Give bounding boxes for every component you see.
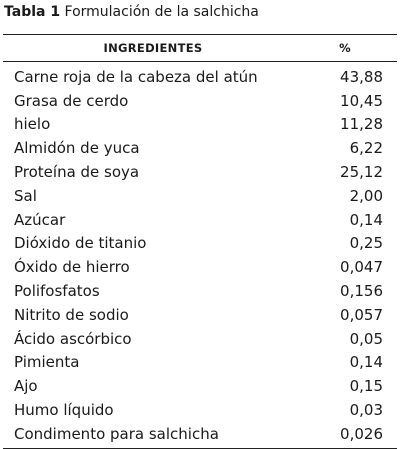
ingredient-cell: Sal	[14, 186, 37, 205]
percent-cell: 0,14	[349, 210, 383, 229]
formulation-table: INGREDIENTES % Carne roja de la cabeza d…	[3, 34, 397, 449]
ingredient-cell: Carne roja de la cabeza del atún	[14, 67, 258, 86]
table-caption-label: Tabla 1	[4, 4, 61, 20]
table-row: Óxido de hierro 0,047	[3, 255, 397, 279]
percent-cell: 0,156	[340, 282, 383, 301]
table-header-row: INGREDIENTES %	[3, 35, 397, 62]
percent-cell: 0,026	[340, 424, 383, 443]
table-row: Dióxido de titanio 0,25	[3, 232, 397, 256]
percent-cell: 6,22	[349, 139, 383, 158]
table-row: Ácido ascórbico 0,05	[3, 327, 397, 351]
table-row: Azúcar 0,14	[3, 208, 397, 232]
table-body: Carne roja de la cabeza del atún 43,88 Gra…	[3, 62, 397, 448]
table-row: hielo 11,28	[3, 113, 397, 137]
table-row: Condimento para salchicha 0,026	[3, 422, 397, 446]
percent-cell: 11,28	[340, 115, 383, 134]
table-row: Sal 2,00	[3, 184, 397, 208]
ingredient-cell: Grasa de cerdo	[14, 91, 129, 110]
header-ingredients: INGREDIENTES	[103, 41, 203, 55]
header-percent: %	[339, 41, 351, 55]
table-row: Proteína de soya 25,12	[3, 160, 397, 184]
percent-cell: 0,047	[340, 258, 383, 277]
ingredient-cell: Azúcar	[14, 210, 66, 229]
table-caption: Tabla 1 Formulación de la salchicha	[4, 3, 259, 21]
ingredient-cell: Ajo	[14, 377, 38, 396]
ingredient-cell: Nitrito de sodio	[14, 305, 129, 324]
table-row: Ajo 0,15	[3, 374, 397, 398]
ingredient-cell: Proteína de soya	[14, 163, 140, 182]
table-row: Polifosfatos 0,156	[3, 279, 397, 303]
percent-cell: 0,14	[349, 353, 383, 372]
table-caption-text: Formulación de la salchicha	[64, 4, 259, 20]
ingredient-cell: Almidón de yuca	[14, 139, 140, 158]
percent-cell: 0,05	[349, 329, 383, 348]
percent-cell: 0,25	[349, 234, 383, 253]
ingredient-cell: Humo líquido	[14, 401, 114, 420]
ingredient-cell: Óxido de hierro	[14, 258, 130, 277]
ingredient-cell: hielo	[14, 115, 51, 134]
percent-cell: 0,03	[349, 401, 383, 420]
ingredient-cell: Ácido ascórbico	[14, 329, 132, 348]
table-row: Carne roja de la cabeza del atún 43,88	[3, 65, 397, 89]
ingredient-cell: Polifosfatos	[14, 282, 100, 301]
percent-cell: 10,45	[340, 91, 383, 110]
percent-cell: 43,88	[340, 67, 383, 86]
table-row: Pimienta 0,14	[3, 351, 397, 375]
table-row: Almidón de yuca 6,22	[3, 136, 397, 160]
percent-cell: 25,12	[340, 163, 383, 182]
table-row: Nitrito de sodio 0,057	[3, 303, 397, 327]
percent-cell: 0,15	[349, 377, 383, 396]
ingredient-cell: Condimento para salchicha	[14, 424, 219, 443]
percent-cell: 0,057	[340, 305, 383, 324]
ingredient-cell: Dióxido de titanio	[14, 234, 147, 253]
table-row: Humo líquido 0,03	[3, 398, 397, 422]
table-row: Grasa de cerdo 10,45	[3, 89, 397, 113]
percent-cell: 2,00	[349, 186, 383, 205]
ingredient-cell: Pimienta	[14, 353, 80, 372]
